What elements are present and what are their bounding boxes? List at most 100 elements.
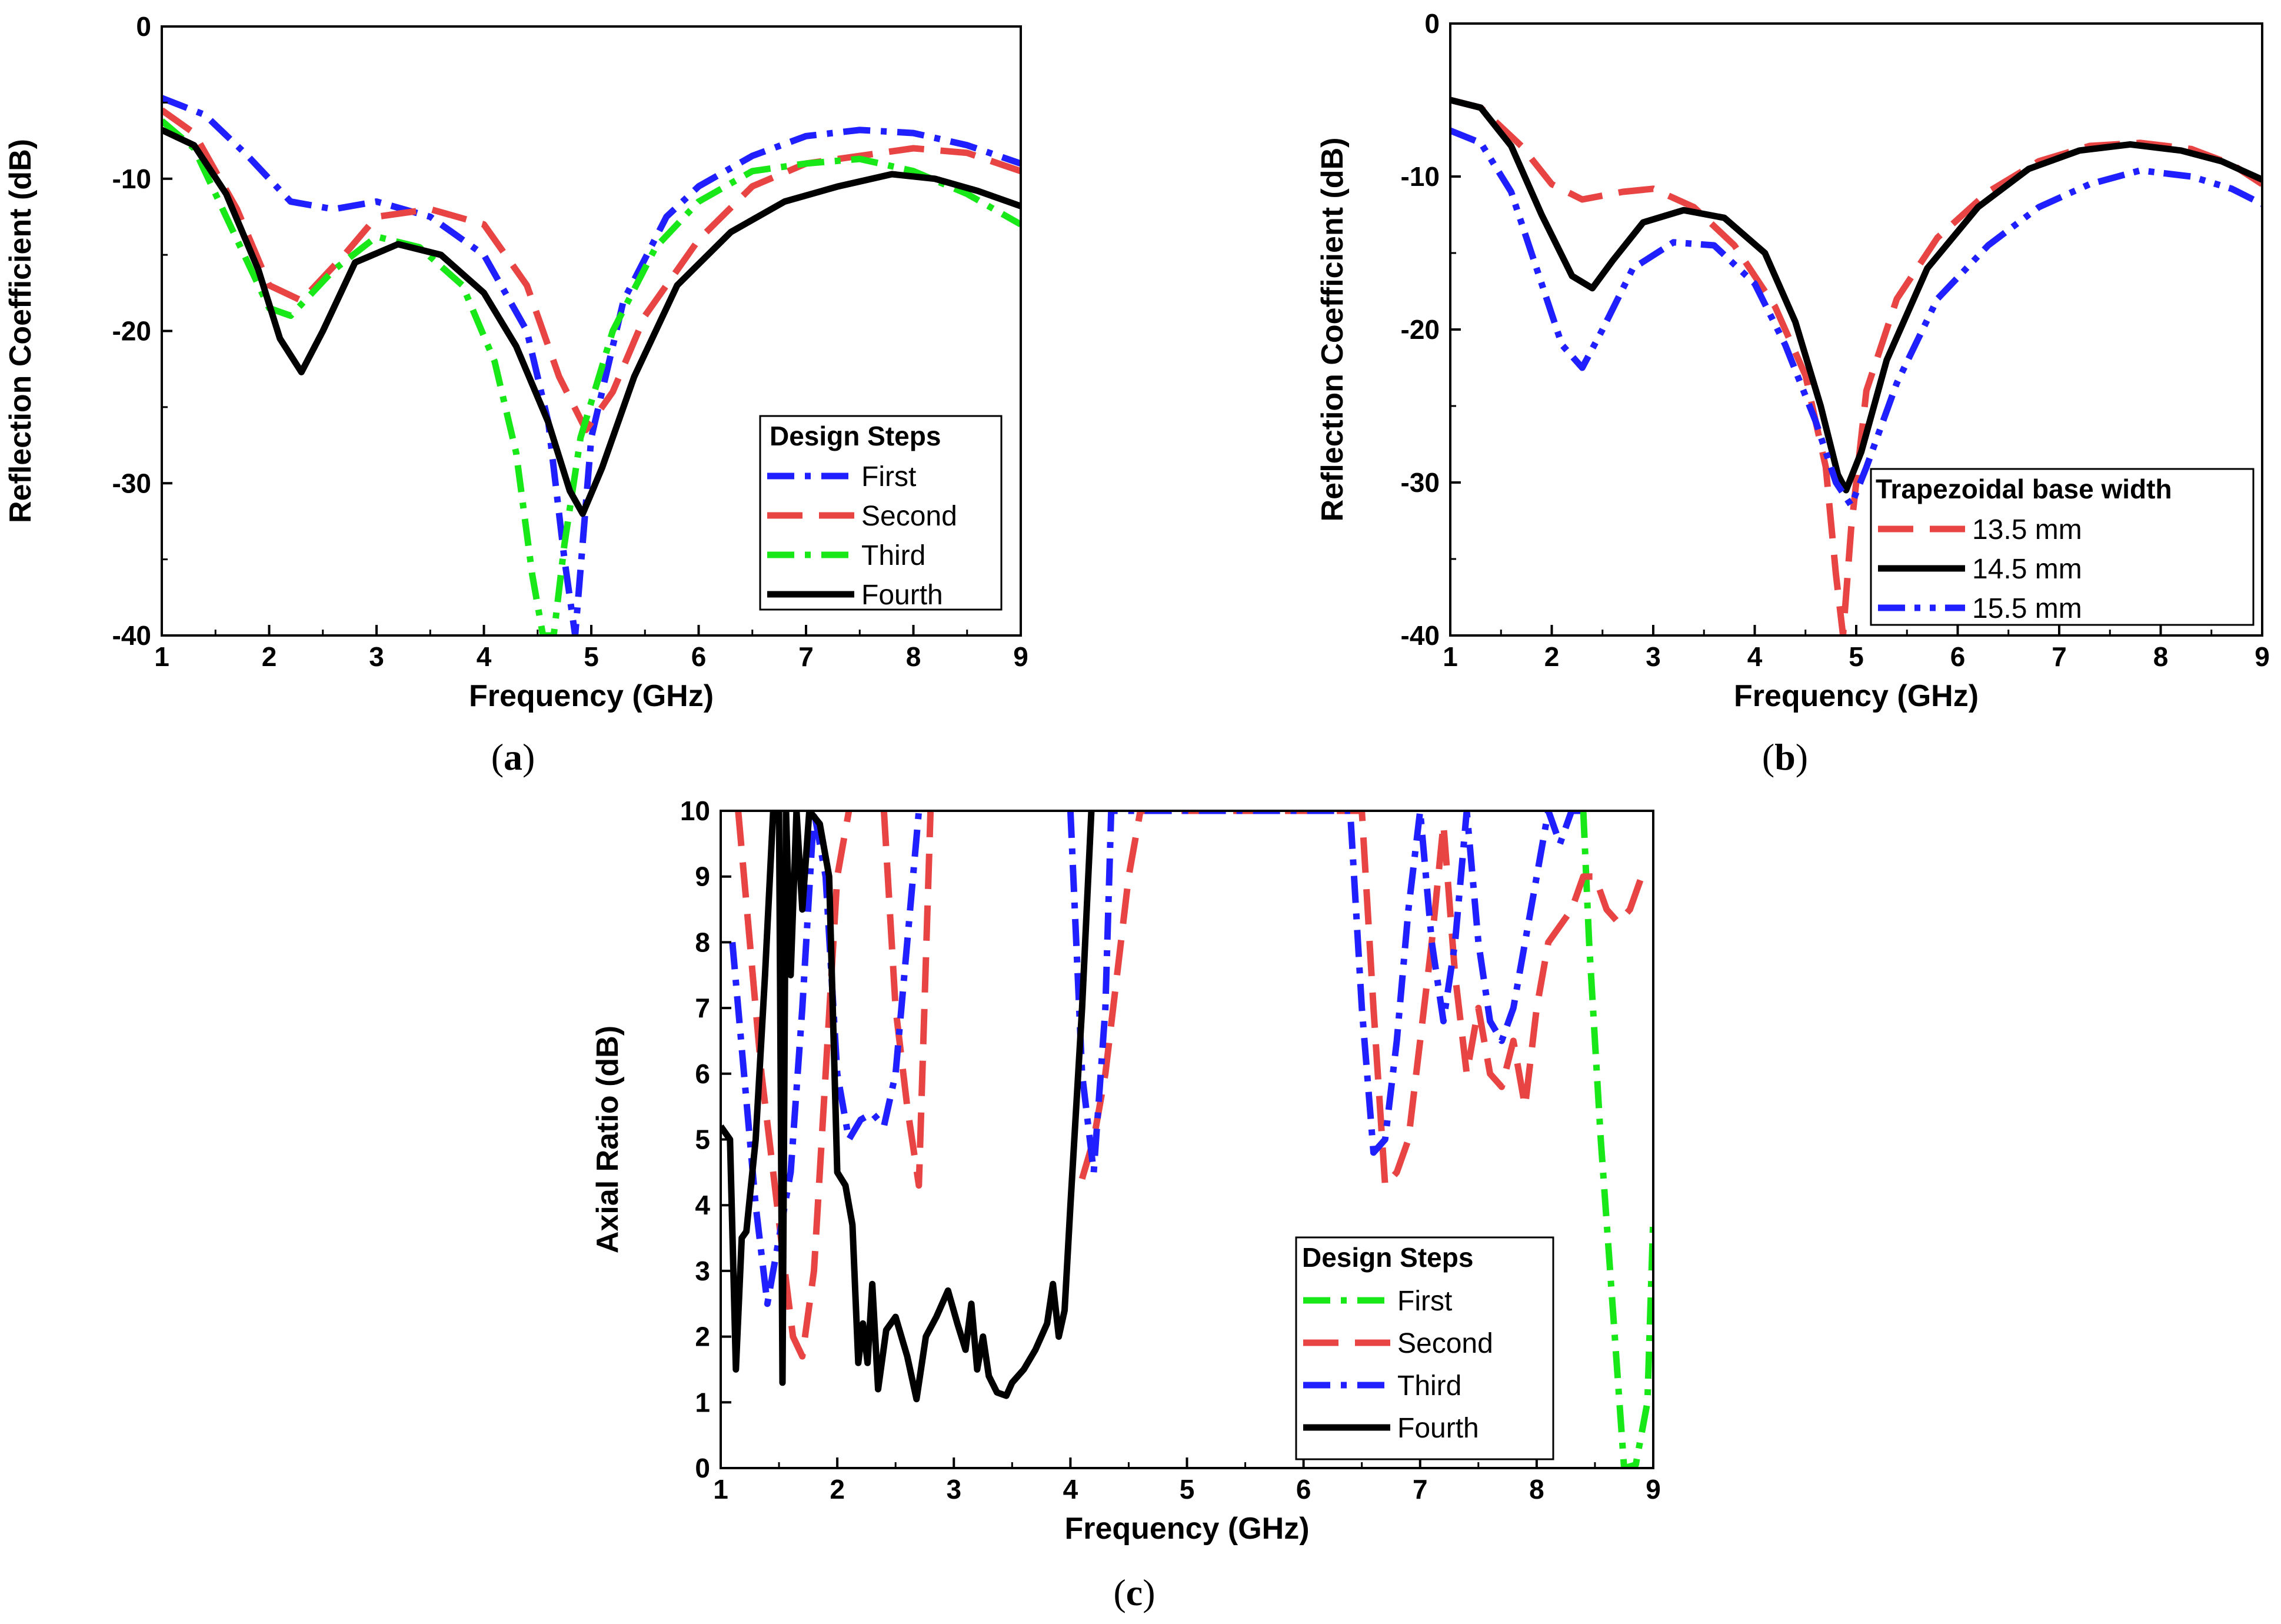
x-tick-label: 8 [2153, 641, 2169, 672]
y-axis-title: Reflection Coefficient (dB) [4, 139, 38, 523]
legend-item: 13.5 mm [1878, 514, 2082, 545]
panel-label: (a) [491, 736, 535, 778]
y-tick-label: 0 [1424, 8, 1440, 39]
y-tick-label: -40 [1401, 620, 1440, 651]
legend-item: First [767, 461, 916, 492]
x-tick-label: 4 [1747, 641, 1763, 672]
legend-item: Second [1303, 1328, 1493, 1359]
y-axis-title: Reflection Coefficient (dB) [1316, 138, 1350, 522]
x-tick-label: 2 [830, 1474, 845, 1505]
y-tick-label: -20 [1401, 314, 1440, 345]
series-line-third [162, 118, 1021, 635]
chart-panel-a: 1 2 3 4 5 6 7 8 9 0 -10 -20 -30 -40 Frequency (GHz) Ref… [4, 11, 1028, 778]
y-axis-title: Axial Ratio (dB) [591, 1026, 625, 1253]
series-group [162, 95, 1021, 635]
x-axis-title: Frequency (GHz) [1734, 679, 1979, 713]
series-line-first [1580, 811, 1653, 1468]
y-tick-label: -40 [112, 620, 151, 651]
y-tick-label: 8 [695, 927, 710, 957]
y-tick-label: 10 [680, 796, 710, 826]
x-tick-label: 7 [798, 641, 814, 672]
y-tick-label: 9 [695, 861, 710, 892]
legend: Trapezoidal base width 13.5 mm 14.5 mm 15.5… [1870, 468, 2255, 626]
y-tick-label: 4 [695, 1190, 710, 1220]
x-tick-label: 1 [154, 641, 169, 672]
legend-item: Second [767, 501, 957, 532]
series-line-15-5-mm [1450, 127, 2262, 509]
x-tick-label: 7 [1413, 1474, 1428, 1505]
y-tick-label: 3 [695, 1256, 710, 1286]
x-tick-label: 3 [369, 641, 384, 672]
legend-item: Third [1303, 1370, 1461, 1402]
y-tick-label: 0 [695, 1453, 710, 1483]
x-tick-label: 5 [1849, 641, 1864, 672]
legend-label: First [861, 461, 916, 492]
x-tick-label: 9 [1013, 641, 1028, 672]
x-axis-title: Frequency (GHz) [1064, 1512, 1309, 1546]
legend-label: First [1397, 1286, 1452, 1317]
legend-label: Fourth [861, 580, 943, 611]
x-tick-label: 9 [1646, 1474, 1661, 1505]
legend-label: 13.5 mm [1972, 514, 2082, 545]
panel-label: (c) [1113, 1572, 1155, 1613]
x-tick-label: 8 [1529, 1474, 1544, 1505]
y-tick-label: -10 [112, 164, 151, 194]
legend-label: Fourth [1397, 1413, 1479, 1444]
y-tick-label: 2 [695, 1322, 710, 1352]
x-tick-label: 1 [1443, 641, 1458, 672]
y-tick-label: -30 [112, 468, 151, 498]
y-tick-label: 1 [695, 1387, 710, 1417]
x-tick-label: 3 [1646, 641, 1661, 672]
y-tick-label: 0 [136, 11, 151, 42]
legend: Design Steps First Second Third Fourth [759, 415, 1003, 611]
legend-label: 14.5 mm [1972, 554, 2082, 585]
legend-item: Fourth [1303, 1413, 1479, 1444]
x-tick-label: 5 [1180, 1474, 1195, 1505]
x-tick-label: 6 [691, 641, 707, 672]
y-tick-label: 7 [695, 993, 710, 1023]
series-group [721, 811, 1653, 1468]
x-tick-label: 8 [906, 641, 921, 672]
legend-label: Third [1397, 1370, 1461, 1402]
legend-label: 15.5 mm [1972, 593, 2082, 624]
series-line-14-5-mm [1450, 96, 2262, 494]
series-group [1450, 96, 2262, 635]
x-tick-label: 7 [2052, 641, 2067, 672]
y-tick-label: 5 [695, 1124, 710, 1155]
series-line-fourth [162, 127, 1021, 517]
x-axis-title: Frequency (GHz) [469, 679, 714, 713]
legend-item: 15.5 mm [1878, 593, 2082, 624]
legend-item: First [1303, 1286, 1452, 1317]
y-tick-label: -20 [112, 316, 151, 347]
legend-title: Design Steps [1302, 1242, 1473, 1273]
legend-title: Trapezoidal base width [1876, 474, 2172, 504]
x-tick-label: 4 [477, 641, 492, 672]
series-line-fourth [721, 811, 1095, 1403]
legend-item: Third [767, 540, 925, 571]
y-tick-label: -30 [1401, 467, 1440, 498]
legend-label: Second [1397, 1328, 1493, 1359]
x-tick-label: 3 [946, 1474, 961, 1505]
x-tick-label: 2 [1544, 641, 1560, 672]
legend-box [1295, 1236, 1554, 1460]
series-line-13-5-mm [1450, 96, 2262, 635]
x-tick-label: 4 [1063, 1474, 1078, 1505]
x-tick-label: 9 [2255, 641, 2270, 672]
legend-label: Third [861, 540, 925, 571]
series-line-second [162, 107, 1021, 434]
legend-box [1870, 468, 2255, 626]
legend-title: Design Steps [770, 421, 941, 451]
series-line-third [729, 811, 1584, 1307]
y-tick-label: 6 [695, 1059, 710, 1089]
x-tick-label: 2 [262, 641, 277, 672]
legend-item: Fourth [767, 580, 943, 611]
chart-panel-b: 1 2 3 4 5 6 7 8 9 0 -10 -20 -30 -40 Frequency (GHz) Ref… [1316, 8, 2270, 778]
x-tick-label: 6 [1296, 1474, 1311, 1505]
legend-label: Second [861, 501, 957, 532]
x-tick-label: 6 [1950, 641, 1966, 672]
legend-item: 14.5 mm [1878, 554, 2082, 585]
x-tick-label: 1 [713, 1474, 728, 1505]
legend: Design Steps First Second Third Fourth [1295, 1236, 1554, 1460]
